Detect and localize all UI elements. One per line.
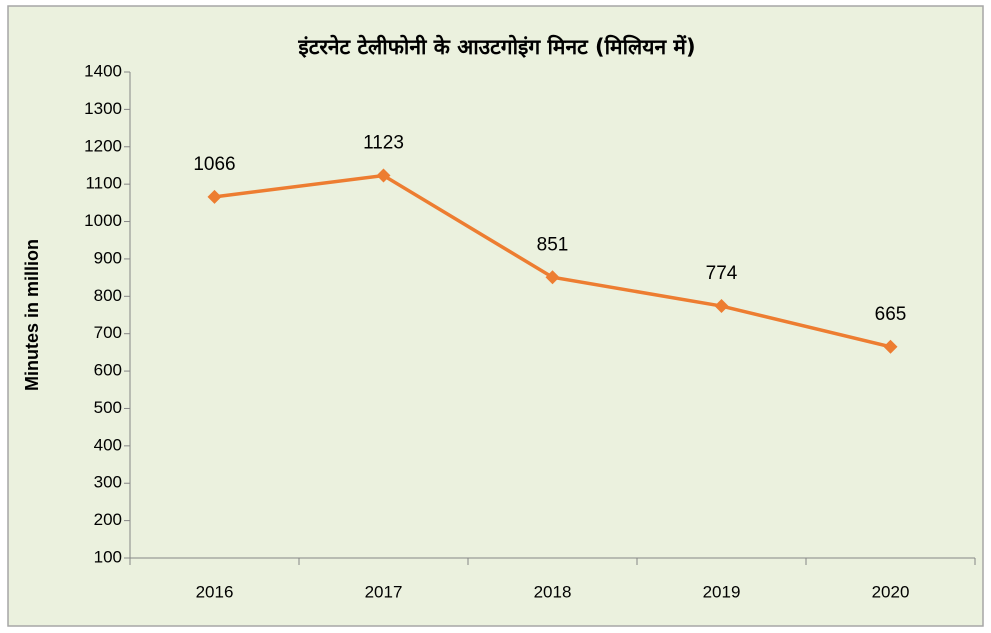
x-tick-label: 2017 bbox=[365, 582, 403, 601]
plot-area bbox=[130, 72, 975, 558]
y-tick-label: 1000 bbox=[84, 211, 122, 230]
y-tick-label: 600 bbox=[94, 361, 122, 380]
marker bbox=[376, 168, 391, 183]
marker bbox=[883, 339, 898, 354]
y-tick-label: 200 bbox=[94, 510, 122, 529]
marker bbox=[714, 299, 729, 314]
marker bbox=[207, 189, 222, 204]
y-tick-label: 500 bbox=[94, 398, 122, 417]
y-axis-label: Minutes in million bbox=[22, 239, 42, 391]
y-tick-label: 100 bbox=[94, 547, 122, 566]
x-tick-label: 2016 bbox=[196, 582, 234, 601]
y-tick-label: 1100 bbox=[85, 174, 122, 193]
data-label: 1123 bbox=[363, 133, 404, 154]
y-tick-label: 300 bbox=[94, 473, 122, 492]
y-tick-label: 900 bbox=[94, 248, 122, 267]
data-label: 774 bbox=[706, 263, 738, 284]
data-label: 1066 bbox=[193, 154, 235, 175]
x-tick-label: 2018 bbox=[534, 582, 572, 601]
y-tick-label: 800 bbox=[94, 286, 122, 305]
y-tick-label: 400 bbox=[94, 435, 122, 454]
data-label: 665 bbox=[875, 304, 907, 325]
y-tick-label: 1300 bbox=[84, 99, 122, 118]
data-label: 851 bbox=[537, 234, 569, 255]
x-tick-label: 2020 bbox=[872, 582, 910, 601]
y-tick-label: 1200 bbox=[84, 136, 122, 155]
x-tick-label: 2019 bbox=[703, 582, 741, 601]
chart-title: इंटरनेट टेलीफोनी के आउटगोइंग मिनट (मिलिय… bbox=[297, 34, 695, 59]
marker bbox=[545, 270, 560, 285]
y-tick-label: 700 bbox=[94, 323, 122, 342]
y-tick-label: 1400 bbox=[84, 61, 122, 80]
